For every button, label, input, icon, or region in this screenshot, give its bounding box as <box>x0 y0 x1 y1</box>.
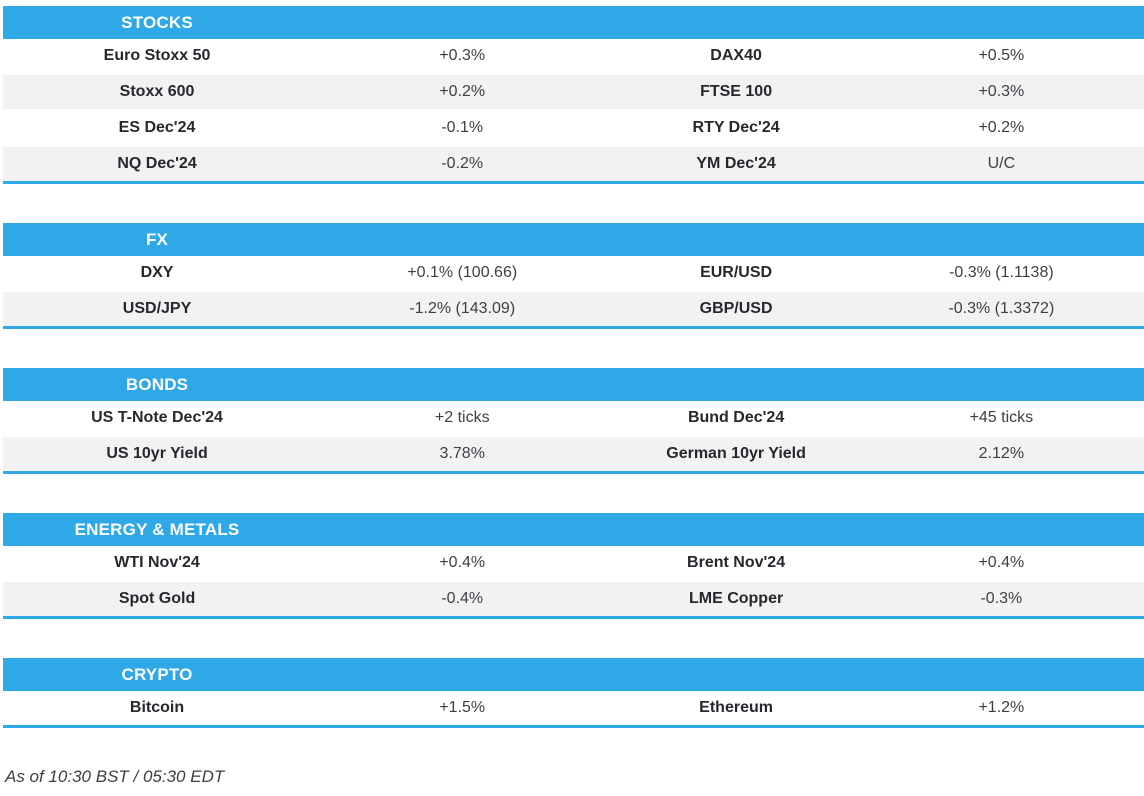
table-row: Bitcoin +1.5% Ethereum +1.2% <box>3 691 1144 728</box>
section-header-spacer <box>858 6 1144 39</box>
instrument-name: Euro Stoxx 50 <box>3 39 312 75</box>
table-row: NQ Dec'24 -0.2% YM Dec'24 U/C <box>3 146 1144 184</box>
section-header-row: CRYPTO <box>3 658 1144 691</box>
section-header-spacer <box>311 6 614 39</box>
instrument-name: German 10yr Yield <box>613 436 859 474</box>
instrument-value: +0.2% <box>311 74 614 111</box>
instrument-value: +45 ticks <box>858 401 1144 437</box>
section-header-spacer <box>311 223 614 256</box>
instrument-value: 3.78% <box>311 436 614 474</box>
section-title: BONDS <box>125 374 189 394</box>
section-header-spacer <box>858 513 1144 546</box>
instrument-value: 2.12% <box>858 436 1144 474</box>
instrument-value: +0.2% <box>858 110 1144 147</box>
section-table-stocks: STOCKS Euro Stoxx 50 +0.3% DAX40 +0.5% Stoxx … <box>3 6 1144 184</box>
section-header-spacer <box>613 223 859 256</box>
section-table-fx: FX DXY +0.1% (100.66) EUR/USD -0.3% (1.1138)… <box>3 223 1144 329</box>
instrument-value: +2 ticks <box>311 401 614 437</box>
section-header-spacer <box>858 658 1144 691</box>
section-title-cell: FX <box>3 223 312 256</box>
instrument-name: US T-Note Dec'24 <box>3 401 312 437</box>
instrument-name: Ethereum <box>613 691 859 728</box>
instrument-value: -1.2% (143.09) <box>311 291 614 329</box>
instrument-name: EUR/USD <box>613 256 859 292</box>
instrument-name: US 10yr Yield <box>3 436 312 474</box>
instrument-value: -0.3% <box>858 581 1144 619</box>
table-row: Euro Stoxx 50 +0.3% DAX40 +0.5% <box>3 39 1144 75</box>
section-table-crypto: CRYPTO Bitcoin +1.5% Ethereum +1.2% <box>3 658 1144 728</box>
instrument-name: USD/JPY <box>3 291 312 329</box>
section-title: ENERGY & METALS <box>74 519 240 539</box>
table-row: USD/JPY -1.2% (143.09) GBP/USD -0.3% (1.337… <box>3 291 1144 329</box>
instrument-name: Brent Nov'24 <box>613 546 859 582</box>
market-summary: STOCKS Euro Stoxx 50 +0.3% DAX40 +0.5% Stoxx … <box>3 6 1144 787</box>
instrument-name: FTSE 100 <box>613 74 859 111</box>
table-row: US 10yr Yield 3.78% German 10yr Yield 2.12% <box>3 436 1144 474</box>
instrument-name: NQ Dec'24 <box>3 146 312 184</box>
instrument-name: WTI Nov'24 <box>3 546 312 582</box>
section-title: CRYPTO <box>121 664 193 684</box>
instrument-name: GBP/USD <box>613 291 859 329</box>
instrument-name: Spot Gold <box>3 581 312 619</box>
instrument-value: -0.4% <box>311 581 614 619</box>
section-header-spacer <box>613 368 859 401</box>
instrument-value: +0.4% <box>858 546 1144 582</box>
instrument-value: +1.2% <box>858 691 1144 728</box>
table-row: Stoxx 600 +0.2% FTSE 100 +0.3% <box>3 74 1144 111</box>
instrument-value: -0.3% (1.1138) <box>858 256 1144 292</box>
instrument-name: Bitcoin <box>3 691 312 728</box>
section-header-spacer <box>613 513 859 546</box>
table-row: WTI Nov'24 +0.4% Brent Nov'24 +0.4% <box>3 546 1144 582</box>
section-header-spacer <box>858 223 1144 256</box>
instrument-name: LME Copper <box>613 581 859 619</box>
section-header-spacer <box>311 368 614 401</box>
section-title-cell: ENERGY & METALS <box>3 513 312 546</box>
instrument-value: -0.3% (1.3372) <box>858 291 1144 329</box>
section-header-spacer <box>311 658 614 691</box>
section-title: FX <box>145 229 169 249</box>
as-of-timestamp: As of 10:30 BST / 05:30 EDT <box>5 767 225 786</box>
instrument-value: +0.1% (100.66) <box>311 256 614 292</box>
section-header-row: STOCKS <box>3 6 1144 39</box>
instrument-value: -0.2% <box>311 146 614 184</box>
instrument-name: YM Dec'24 <box>613 146 859 184</box>
section-table-energy-metals: ENERGY & METALS WTI Nov'24 +0.4% Brent Nov'… <box>3 513 1144 619</box>
table-row: ES Dec'24 -0.1% RTY Dec'24 +0.2% <box>3 110 1144 147</box>
section-title-cell: CRYPTO <box>3 658 312 691</box>
section-title-cell: STOCKS <box>3 6 312 39</box>
market-sections: STOCKS Euro Stoxx 50 +0.3% DAX40 +0.5% Stoxx … <box>3 6 1144 728</box>
instrument-name: Bund Dec'24 <box>613 401 859 437</box>
instrument-name: DXY <box>3 256 312 292</box>
instrument-value: +1.5% <box>311 691 614 728</box>
section-table-bonds: BONDS US T-Note Dec'24 +2 ticks Bund Dec'24… <box>3 368 1144 474</box>
instrument-value: +0.3% <box>858 74 1144 111</box>
section-title: STOCKS <box>121 12 193 32</box>
section-header-row: FX <box>3 223 1144 256</box>
section-header-row: BONDS <box>3 368 1144 401</box>
instrument-value: -0.1% <box>311 110 614 147</box>
section-header-spacer <box>858 368 1144 401</box>
section-header-spacer <box>311 513 614 546</box>
instrument-name: DAX40 <box>613 39 859 75</box>
section-header-row: ENERGY & METALS <box>3 513 1144 546</box>
instrument-value: U/C <box>858 146 1144 184</box>
instrument-name: RTY Dec'24 <box>613 110 859 147</box>
instrument-name: Stoxx 600 <box>3 74 312 111</box>
instrument-name: ES Dec'24 <box>3 110 312 147</box>
table-row: Spot Gold -0.4% LME Copper -0.3% <box>3 581 1144 619</box>
instrument-value: +0.3% <box>311 39 614 75</box>
instrument-value: +0.4% <box>311 546 614 582</box>
section-title-cell: BONDS <box>3 368 312 401</box>
section-header-spacer <box>613 658 859 691</box>
section-header-spacer <box>613 6 859 39</box>
table-row: DXY +0.1% (100.66) EUR/USD -0.3% (1.1138) <box>3 256 1144 292</box>
instrument-value: +0.5% <box>858 39 1144 75</box>
table-row: US T-Note Dec'24 +2 ticks Bund Dec'24 +45 t… <box>3 401 1144 437</box>
